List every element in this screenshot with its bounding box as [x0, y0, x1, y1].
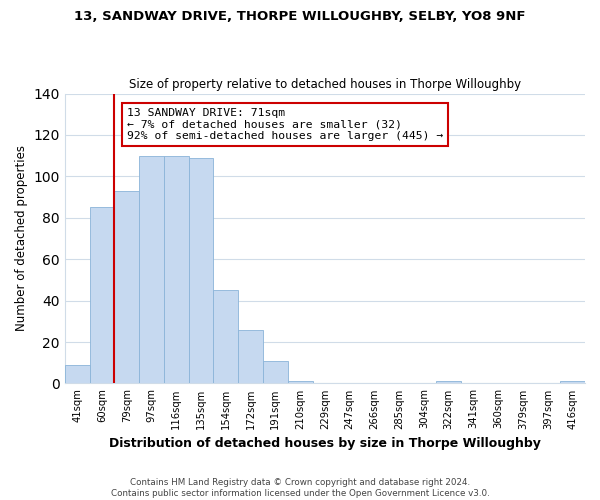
X-axis label: Distribution of detached houses by size in Thorpe Willoughby: Distribution of detached houses by size … — [109, 437, 541, 450]
Bar — [164, 156, 188, 384]
Text: 13 SANDWAY DRIVE: 71sqm
← 7% of detached houses are smaller (32)
92% of semi-det: 13 SANDWAY DRIVE: 71sqm ← 7% of detached… — [127, 108, 443, 141]
Title: Size of property relative to detached houses in Thorpe Willoughby: Size of property relative to detached ho… — [129, 78, 521, 91]
Bar — [238, 330, 263, 384]
Bar — [89, 208, 115, 384]
Bar — [436, 382, 461, 384]
Bar — [65, 365, 89, 384]
Bar — [214, 290, 238, 384]
Bar — [288, 382, 313, 384]
Y-axis label: Number of detached properties: Number of detached properties — [15, 146, 28, 332]
Bar — [139, 156, 164, 384]
Bar — [188, 158, 214, 384]
Bar — [115, 191, 139, 384]
Text: 13, SANDWAY DRIVE, THORPE WILLOUGHBY, SELBY, YO8 9NF: 13, SANDWAY DRIVE, THORPE WILLOUGHBY, SE… — [74, 10, 526, 23]
Bar — [263, 360, 288, 384]
Text: Contains HM Land Registry data © Crown copyright and database right 2024.
Contai: Contains HM Land Registry data © Crown c… — [110, 478, 490, 498]
Bar — [560, 382, 585, 384]
